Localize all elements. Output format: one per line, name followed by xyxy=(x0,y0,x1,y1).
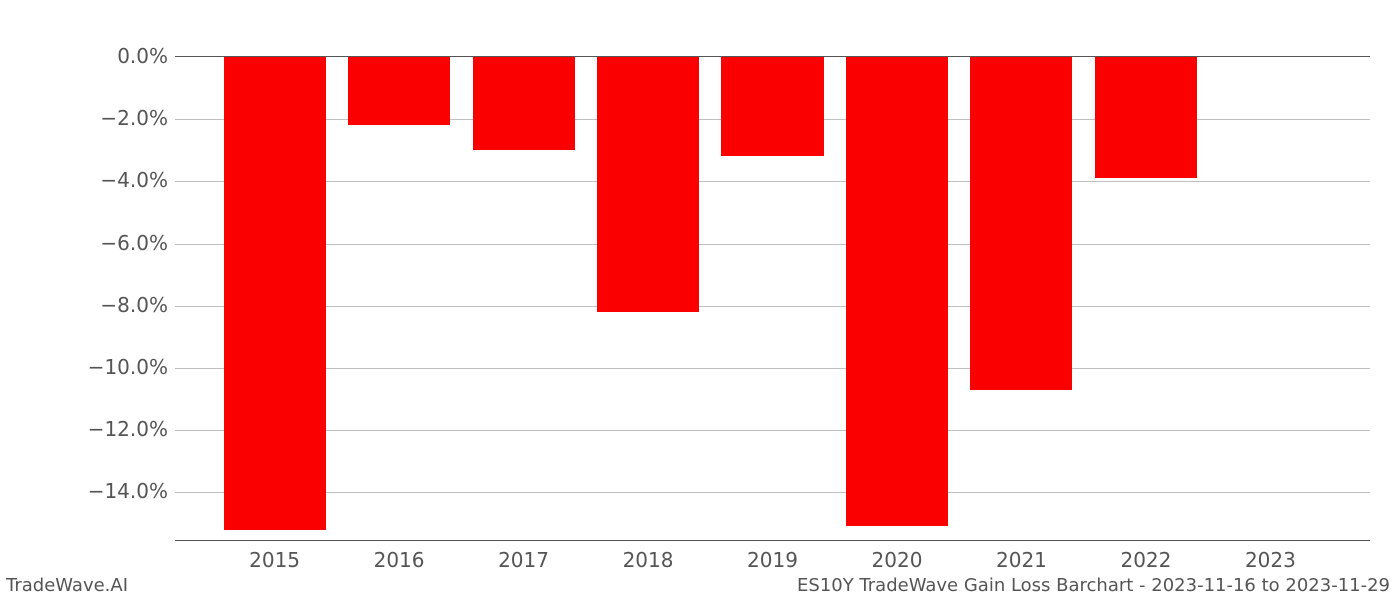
x-tick-label: 2020 xyxy=(872,548,923,572)
footer-caption: ES10Y TradeWave Gain Loss Barchart - 202… xyxy=(797,575,1390,596)
footer-brand: TradeWave.AI xyxy=(6,575,128,596)
y-tick-label: −10.0% xyxy=(88,355,168,379)
bar xyxy=(348,57,450,125)
bar xyxy=(970,57,1072,390)
x-tick-label: 2019 xyxy=(747,548,798,572)
x-tick-label: 2016 xyxy=(374,548,425,572)
bar xyxy=(846,57,948,526)
bar xyxy=(597,57,699,312)
x-tick-label: 2023 xyxy=(1245,548,1296,572)
gain-loss-barchart: TradeWave.AI ES10Y TradeWave Gain Loss B… xyxy=(0,0,1400,600)
y-tick-label: −4.0% xyxy=(100,168,168,192)
y-tick-label: −8.0% xyxy=(100,293,168,317)
x-tick-label: 2022 xyxy=(1120,548,1171,572)
bar xyxy=(1095,57,1197,178)
bar xyxy=(473,57,575,150)
y-tick-label: −2.0% xyxy=(100,106,168,130)
plot-area xyxy=(175,56,1370,541)
y-tick-label: −12.0% xyxy=(88,417,168,441)
x-tick-label: 2021 xyxy=(996,548,1047,572)
y-tick-label: −6.0% xyxy=(100,231,168,255)
x-tick-label: 2017 xyxy=(498,548,549,572)
y-tick-label: −14.0% xyxy=(88,479,168,503)
bar xyxy=(224,57,326,530)
x-tick-label: 2015 xyxy=(249,548,300,572)
bars-layer xyxy=(175,57,1370,540)
x-tick-label: 2018 xyxy=(623,548,674,572)
bar xyxy=(721,57,823,156)
y-tick-label: 0.0% xyxy=(117,44,168,68)
